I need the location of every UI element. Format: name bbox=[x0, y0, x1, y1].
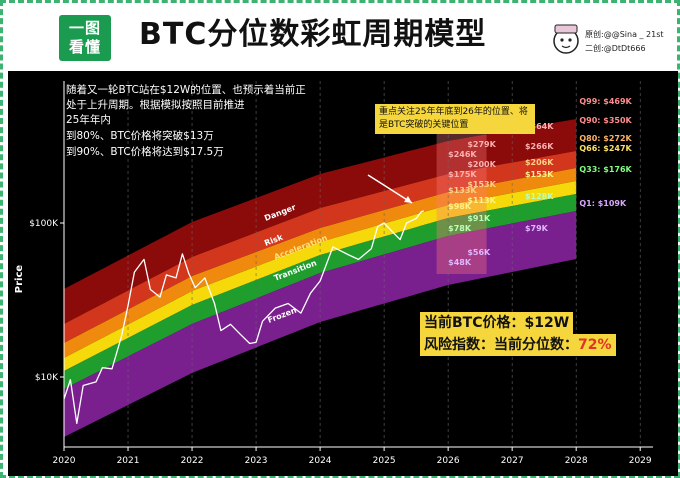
band-value-label: $279K bbox=[467, 140, 496, 149]
x-tick-label: 2024 bbox=[309, 456, 332, 466]
page-title: BTC分位数彩虹周期模型 bbox=[139, 17, 487, 52]
focus-window bbox=[436, 126, 487, 274]
quantile-label-q66: Q66: $247K bbox=[579, 144, 632, 153]
x-tick-label: 2021 bbox=[117, 456, 140, 466]
x-tick-label: 2020 bbox=[53, 456, 76, 466]
band-value-label: $48K bbox=[448, 258, 472, 267]
logo-text-bottom: 看懂 bbox=[68, 38, 101, 56]
note-line-2: 处于上升周期。根据模拟按照目前推进 bbox=[66, 99, 245, 111]
band-value-label: $98K bbox=[448, 202, 472, 211]
quantile-label-q33: Q33: $176K bbox=[579, 165, 632, 174]
brand-logo: 一图 看懂 bbox=[59, 15, 111, 61]
x-tick-label: 2022 bbox=[181, 456, 204, 466]
callout-note: 重点关注25年年底到26年的位置、将是BTC突破的关键位置 bbox=[375, 104, 535, 134]
band-value-label: $133K bbox=[448, 186, 477, 195]
callout-arrow-head bbox=[404, 196, 412, 203]
y-tick-label: $10K bbox=[35, 373, 59, 383]
x-tick-label: 2028 bbox=[565, 456, 588, 466]
risk-index-value: 72% bbox=[578, 337, 612, 353]
x-tick-label: 2025 bbox=[373, 456, 396, 466]
rainbow-chart: Danger Risk Acceleration Transition Frozen $… bbox=[8, 71, 678, 476]
note-line-5: 到90%、BTC价格将达到$17.5万 bbox=[66, 146, 224, 158]
header: 一图 看懂 BTC分位数彩虹周期模型 原创:@@Sina _ 21st 二创:@… bbox=[3, 3, 680, 71]
current-price-text: 当前BTC价格：$12W bbox=[424, 315, 570, 331]
credit-secondary: 二创:@DtDt666 bbox=[585, 44, 646, 53]
band-value-label: $78K bbox=[448, 224, 472, 233]
band-value-label: $153K bbox=[525, 170, 554, 179]
band-value-label: $206K bbox=[525, 158, 554, 167]
band-value-label: $113K bbox=[467, 196, 496, 205]
band-value-label: $200K bbox=[467, 160, 496, 169]
note-line-1: 随着又一轮BTC站在$12W的位置、也预示着当前正 bbox=[66, 84, 306, 96]
band-value-label: $128K bbox=[525, 192, 554, 201]
band-value-label: $364K bbox=[525, 122, 554, 131]
band-yellow bbox=[64, 181, 577, 371]
x-tick-label: 2029 bbox=[629, 456, 652, 466]
band-value-label: $246K bbox=[448, 150, 477, 159]
quantile-label-q80: Q80: $272K bbox=[579, 134, 632, 143]
y-tick-label: $100K bbox=[29, 219, 59, 229]
band-transition bbox=[64, 194, 577, 389]
band-acceleration bbox=[64, 168, 577, 358]
x-tick-label: 2027 bbox=[501, 456, 524, 466]
y-axis-label: Price bbox=[14, 265, 25, 294]
band-value-label: $56K bbox=[467, 248, 491, 257]
mascot-icon bbox=[553, 24, 579, 54]
quantile-label-q1: Q1: $109K bbox=[579, 199, 627, 208]
callout-arrow bbox=[367, 174, 413, 204]
risk-index-text: 风险指数：当前分位数： bbox=[424, 337, 578, 353]
band-danger bbox=[64, 119, 577, 324]
risk-index-label: 风险指数：当前分位数：72% bbox=[420, 334, 616, 356]
band-value-label: $79K bbox=[525, 224, 549, 233]
current-price-label: 当前BTC价格：$12W bbox=[420, 312, 574, 334]
band-value-label: $266K bbox=[525, 142, 554, 151]
note-line-4: 到80%、BTC价格将突破$13万 bbox=[66, 130, 214, 142]
logo-text-top: 一图 bbox=[68, 19, 101, 37]
band-value-label: $175K bbox=[448, 170, 477, 179]
band-value-label: $91K bbox=[467, 214, 491, 223]
band-risk bbox=[64, 151, 577, 343]
x-tick-label: 2026 bbox=[437, 456, 460, 466]
x-tick-label: 2023 bbox=[245, 456, 268, 466]
band-value-label: $153K bbox=[467, 180, 496, 189]
credit-origin: 原创:@@Sina _ 21st bbox=[585, 30, 664, 39]
quantile-label-q90: Q90: $350K bbox=[579, 116, 632, 125]
btc-price-line bbox=[63, 210, 425, 425]
quantile-label-q99: Q99: $469K bbox=[579, 97, 632, 106]
note-line-3: 25年年内 bbox=[66, 114, 111, 126]
